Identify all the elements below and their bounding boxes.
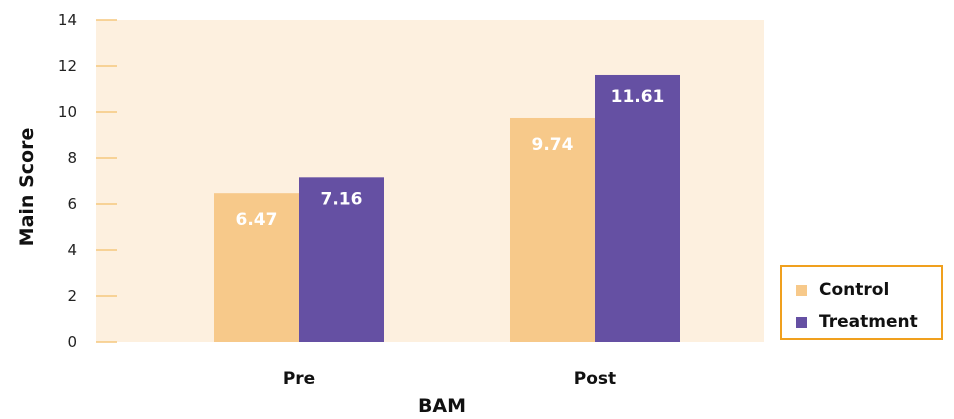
legend-label-treatment: Treatment [819,312,918,332]
y-tick-label: 10 [58,103,77,121]
y-axis: 0 2 4 6 8 10 12 14 [58,11,117,351]
x-category-label: Pre [283,369,315,389]
legend-item-control: Control [796,280,889,300]
x-category-label: Post [574,369,616,389]
y-tick-label: 14 [58,11,77,29]
data-label-control-pre: 6.47 [236,210,278,230]
data-label-treatment-pre: 7.16 [321,189,363,209]
y-tick-label: 6 [67,195,77,213]
legend-swatch-control [796,284,807,296]
y-tick-label: 12 [58,57,77,75]
legend: Control Treatment [780,265,943,340]
bar-treatment-pre [299,177,384,342]
data-label-control-post: 9.74 [532,135,574,155]
bar-treatment-post [595,74,680,342]
y-tick-label: 4 [67,241,77,259]
data-label-treatment-post: 11.61 [611,87,665,107]
legend-item-treatment: Treatment [796,312,918,332]
bars: 6.47 7.16 9.74 11.61 [214,74,680,342]
bar-control-post [510,117,595,342]
y-tick-label: 8 [67,149,77,167]
x-axis-title: BAM [418,395,466,417]
legend-label-control: Control [819,280,890,300]
y-tick-label: 0 [67,333,77,351]
x-axis: Pre Post [283,369,616,389]
y-axis-title: Main Score [16,128,38,247]
bar-control-pre [214,193,299,342]
legend-swatch-treatment [796,316,807,328]
y-tick-label: 2 [67,287,77,305]
